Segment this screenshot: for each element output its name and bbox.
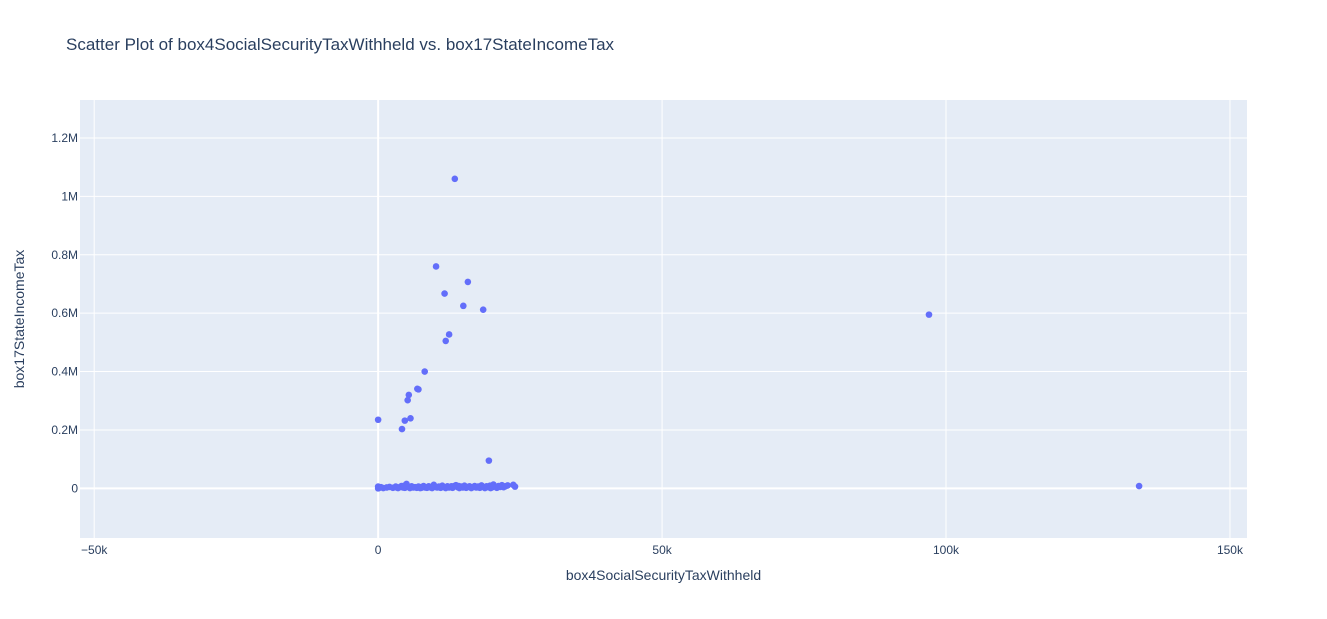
- data-point[interactable]: [925, 311, 933, 318]
- x-tick-label: −50k: [81, 543, 108, 557]
- x-gridlines: [93, 100, 1231, 538]
- data-point[interactable]: [415, 386, 422, 393]
- data-point[interactable]: [442, 337, 450, 345]
- y-tick-label: 0.6M: [51, 306, 78, 320]
- data-point[interactable]: [432, 263, 440, 270]
- data-point[interactable]: [404, 396, 411, 404]
- data-point[interactable]: [1135, 482, 1143, 490]
- y-tick-label: 0.8M: [51, 248, 78, 262]
- data-point[interactable]: [470, 483, 477, 491]
- x-tick-label: 0: [375, 543, 382, 557]
- data-point[interactable]: [511, 483, 519, 490]
- y-tick-label: 0.4M: [51, 365, 78, 379]
- x-axis-title: box4SocialSecurityTaxWithheld: [566, 567, 761, 583]
- data-point[interactable]: [407, 414, 414, 422]
- data-point[interactable]: [445, 331, 453, 338]
- y-tick-label: 1M: [61, 189, 78, 203]
- data-point[interactable]: [451, 175, 459, 183]
- y-tick-label: 1.2M: [51, 131, 78, 145]
- data-point[interactable]: [504, 482, 511, 489]
- data-point[interactable]: [485, 457, 493, 464]
- data-point[interactable]: [417, 484, 425, 492]
- y-axis-title: box17StateIncomeTax: [11, 250, 27, 389]
- data-points[interactable]: [374, 175, 1143, 492]
- data-point[interactable]: [450, 483, 457, 490]
- data-point[interactable]: [374, 416, 382, 424]
- plot-area: [80, 100, 1247, 538]
- x-tick-labels: −50k 0 50k 100k 150k: [81, 543, 1244, 557]
- data-point[interactable]: [424, 483, 431, 491]
- data-point[interactable]: [436, 483, 444, 491]
- x-tick-label: 100k: [933, 543, 960, 557]
- x-tick-label: 150k: [1217, 543, 1244, 557]
- data-point[interactable]: [441, 290, 448, 297]
- data-point[interactable]: [400, 482, 408, 490]
- data-point[interactable]: [487, 484, 494, 492]
- data-point[interactable]: [455, 482, 463, 490]
- data-point[interactable]: [479, 306, 487, 313]
- data-point[interactable]: [393, 484, 401, 491]
- data-point[interactable]: [464, 278, 472, 286]
- y-tick-label: 0: [71, 481, 78, 495]
- y-gridlines: [80, 137, 1247, 490]
- data-point[interactable]: [460, 302, 467, 310]
- y-tick-label: 0.2M: [51, 423, 78, 437]
- data-point[interactable]: [405, 391, 413, 399]
- data-point[interactable]: [421, 368, 429, 375]
- y-tick-labels: 0 0.2M 0.4M 0.6M 0.8M 1M 1.2M: [51, 131, 78, 495]
- x-tick-label: 50k: [652, 543, 672, 557]
- chart-title: Scatter Plot of box4SocialSecurityTaxWit…: [66, 35, 615, 54]
- data-point[interactable]: [398, 425, 406, 433]
- data-point[interactable]: [401, 417, 409, 424]
